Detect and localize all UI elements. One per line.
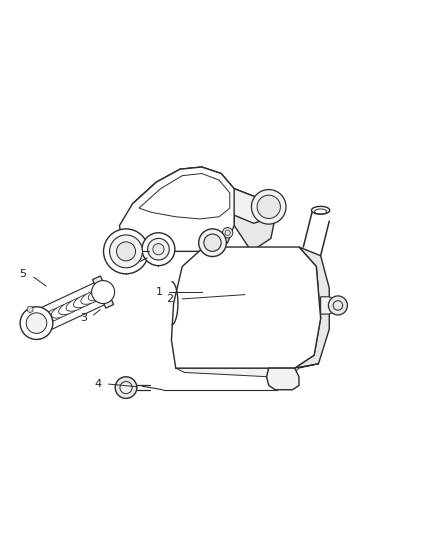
Circle shape <box>153 244 164 255</box>
Polygon shape <box>74 294 96 308</box>
Text: 2: 2 <box>166 294 173 304</box>
Circle shape <box>142 233 175 265</box>
Circle shape <box>257 195 280 219</box>
Circle shape <box>148 238 169 260</box>
Polygon shape <box>267 368 299 390</box>
Polygon shape <box>51 304 74 318</box>
Polygon shape <box>321 297 338 314</box>
Circle shape <box>204 234 221 252</box>
Circle shape <box>117 242 135 261</box>
Polygon shape <box>92 276 114 308</box>
Polygon shape <box>176 364 318 377</box>
Circle shape <box>20 307 53 340</box>
Polygon shape <box>120 167 234 252</box>
Polygon shape <box>295 247 329 368</box>
Polygon shape <box>44 308 66 321</box>
Polygon shape <box>26 307 47 339</box>
Polygon shape <box>131 167 275 223</box>
Circle shape <box>103 229 148 274</box>
Polygon shape <box>88 287 110 301</box>
Polygon shape <box>66 297 88 311</box>
Circle shape <box>26 313 47 334</box>
Polygon shape <box>171 247 321 368</box>
Circle shape <box>110 235 142 268</box>
Circle shape <box>251 190 286 224</box>
Circle shape <box>27 306 33 312</box>
Polygon shape <box>234 189 275 252</box>
Polygon shape <box>59 301 81 314</box>
Text: 3: 3 <box>80 312 87 322</box>
Polygon shape <box>139 174 230 219</box>
Text: 1: 1 <box>156 287 163 297</box>
Polygon shape <box>36 311 59 325</box>
Circle shape <box>120 382 132 394</box>
Polygon shape <box>29 314 51 328</box>
Polygon shape <box>81 290 103 304</box>
Text: 5: 5 <box>20 269 27 279</box>
Text: 4: 4 <box>94 379 101 389</box>
Circle shape <box>328 296 347 315</box>
Circle shape <box>92 280 115 304</box>
Circle shape <box>199 229 226 256</box>
Circle shape <box>115 377 137 398</box>
Circle shape <box>223 228 233 238</box>
